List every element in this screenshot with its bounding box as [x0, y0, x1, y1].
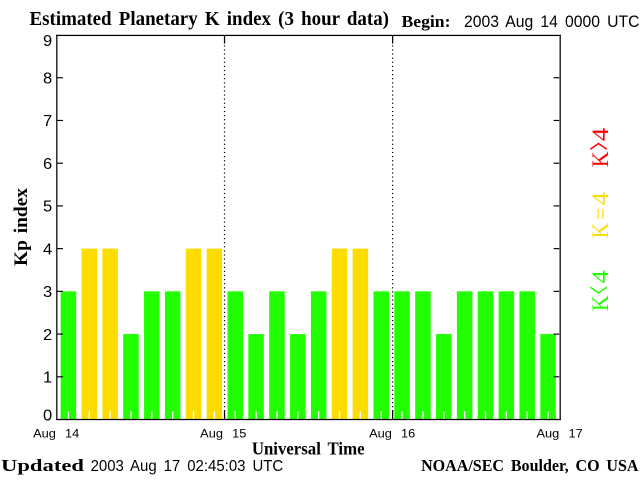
svg-text:NOAA/SEC Boulder, CO USA: NOAA/SEC Boulder, CO USA: [421, 456, 639, 475]
svg-text:0: 0: [43, 408, 52, 425]
svg-text:Aug 17: Aug 17: [537, 428, 583, 440]
svg-text:Aug 16: Aug 16: [369, 428, 415, 440]
svg-text:5: 5: [43, 199, 52, 216]
svg-text:1: 1: [43, 370, 52, 387]
svg-text:2003 Aug 17 02:45:03 UTC: 2003 Aug 17 02:45:03 UTC: [91, 458, 284, 475]
svg-text:Estimated Planetary K index (3: Estimated Planetary K index (3 hour data…: [30, 9, 390, 30]
svg-text:4: 4: [588, 127, 613, 141]
svg-text:2: 2: [43, 327, 52, 344]
svg-text:4: 4: [588, 270, 613, 284]
svg-text:Aug 14: Aug 14: [33, 428, 80, 440]
svg-text:K: K: [588, 222, 613, 238]
svg-text:9: 9: [43, 33, 52, 50]
svg-text:3: 3: [43, 284, 52, 301]
svg-text:=: =: [588, 208, 613, 220]
svg-text:Updated: Updated: [1, 456, 85, 475]
svg-text:6: 6: [43, 156, 52, 173]
svg-text:K: K: [588, 151, 613, 167]
svg-text:Universal Time: Universal Time: [252, 438, 365, 458]
svg-text:4: 4: [43, 241, 52, 258]
svg-text:4: 4: [588, 191, 613, 205]
svg-text:2003 Aug 14 0000 UTC: 2003 Aug 14 0000 UTC: [464, 12, 640, 31]
svg-text:Aug 15: Aug 15: [200, 428, 246, 440]
svg-text:7: 7: [43, 113, 52, 130]
svg-text:Kp index: Kp index: [11, 188, 32, 266]
svg-text:K: K: [588, 295, 613, 311]
svg-text:Begin:: Begin:: [402, 12, 451, 31]
svg-text:8: 8: [43, 71, 52, 88]
